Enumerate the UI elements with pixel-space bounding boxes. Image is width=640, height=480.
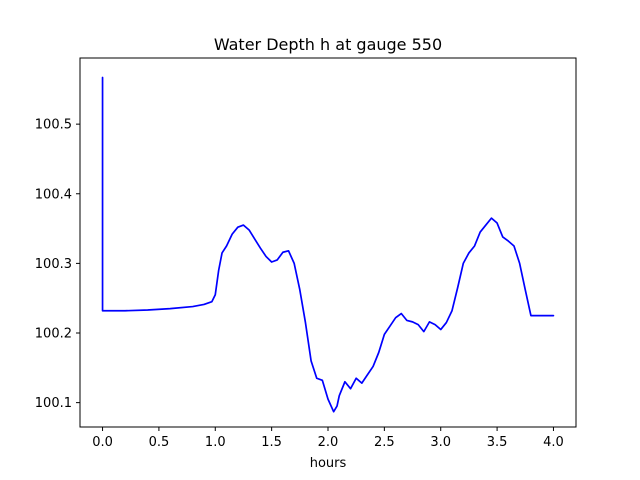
x-tick-label: 2.0 (318, 435, 339, 450)
x-tick-label: 4.0 (543, 435, 564, 450)
y-axis-ticks: 100.1 100.2 100.3 100.4 100.5 (35, 118, 80, 411)
chart-title: Water Depth h at gauge 550 (214, 35, 442, 54)
x-tick-label: 3.0 (430, 435, 451, 450)
y-tick-label: 100.5 (35, 118, 72, 133)
series-line-0 (101, 76, 555, 413)
x-tick-label: 0.0 (92, 435, 113, 450)
plot-area (79, 57, 577, 428)
x-axis-ticks: 0.0 0.5 1.0 1.5 2.0 2.5 3.0 3.5 4.0 (92, 427, 564, 450)
x-axis-label: hours (310, 456, 347, 471)
series-group (101, 76, 555, 413)
x-tick-label: 2.5 (374, 435, 395, 450)
x-tick-label: 0.5 (149, 435, 170, 450)
y-tick-label: 100.1 (35, 396, 72, 411)
y-tick-label: 100.2 (35, 327, 72, 342)
x-tick-label: 1.0 (205, 435, 226, 450)
x-tick-label: 3.5 (487, 435, 508, 450)
y-tick-label: 100.4 (35, 187, 72, 202)
y-tick-label: 100.3 (35, 257, 72, 272)
x-tick-label: 1.5 (261, 435, 282, 450)
